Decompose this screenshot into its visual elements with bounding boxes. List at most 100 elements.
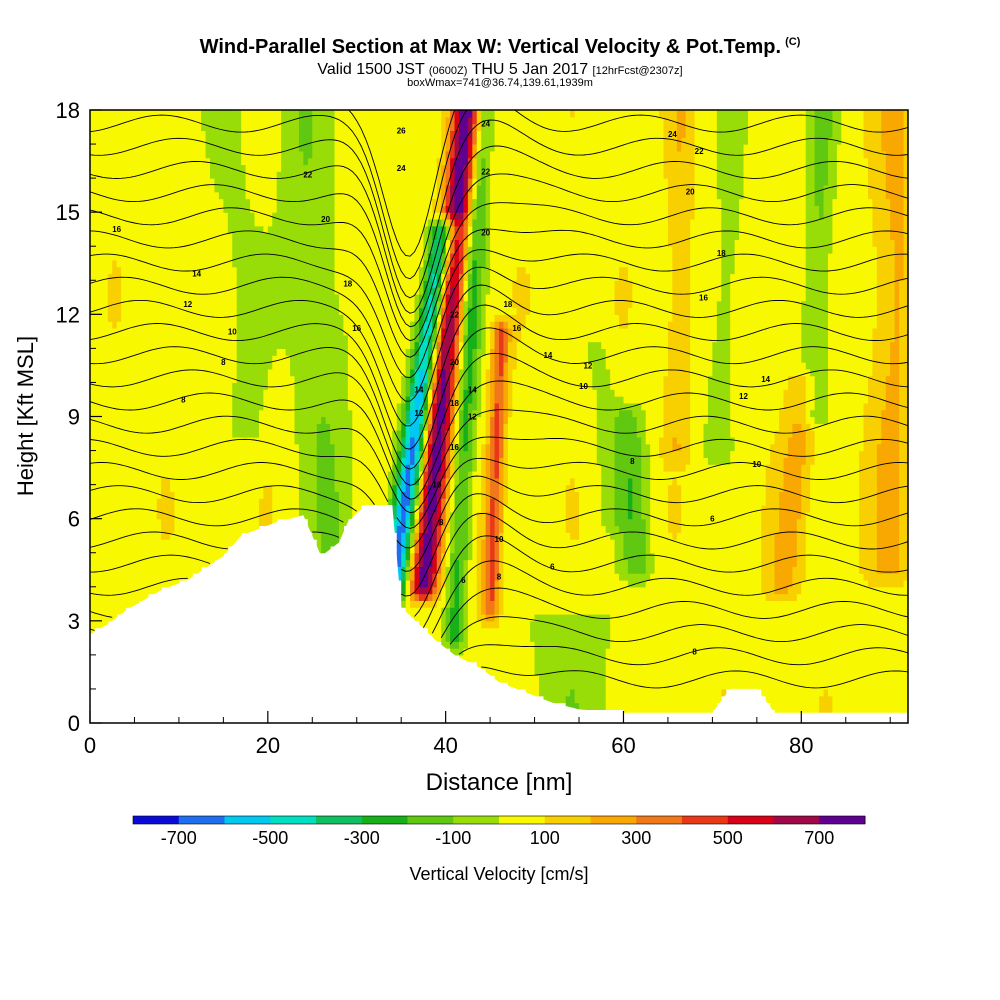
field-cell: [263, 409, 269, 418]
field-cell: [183, 191, 189, 200]
field-cell: [338, 423, 345, 431]
field-cell: [356, 307, 362, 315]
field-cell: [285, 491, 291, 499]
field-cell: [334, 355, 340, 363]
field-cell: [383, 232, 389, 241]
field-cell: [232, 116, 238, 125]
field-cell: [165, 178, 171, 186]
field-cell: [196, 287, 202, 295]
field-cell: [272, 198, 278, 206]
field-cell: [201, 300, 207, 309]
field-cell: [294, 511, 300, 520]
field-cell: [334, 321, 340, 329]
field-cell: [370, 321, 376, 329]
field-cell: [165, 362, 171, 370]
field-cell: [125, 518, 131, 527]
field-cell: [263, 498, 269, 506]
field-cell: [121, 116, 127, 125]
field-cell: [232, 198, 238, 206]
field-cell: [210, 505, 216, 513]
field-cell: [290, 355, 296, 363]
field-cell: [312, 470, 318, 479]
field-cell: [392, 362, 398, 370]
field-cell: [103, 559, 109, 567]
field-cell: [267, 423, 273, 431]
field-cell: [321, 389, 327, 397]
field-cell: [165, 184, 171, 193]
field-cell: [103, 218, 109, 227]
field-cell: [201, 362, 207, 370]
field-cell: [410, 607, 416, 615]
field-cell: [227, 314, 233, 322]
field-cell: [201, 477, 207, 486]
field-cell: [178, 287, 184, 295]
field-cell: [241, 362, 247, 370]
field-cell: [236, 321, 242, 329]
field-cell: [174, 362, 180, 370]
field-cell: [321, 430, 327, 438]
field-cell: [196, 443, 202, 452]
field-cell: [98, 620, 104, 629]
field-cell: [170, 314, 176, 322]
field-cell: [210, 212, 216, 220]
field-cell: [232, 511, 238, 520]
field-cell: [174, 409, 180, 418]
field-cell: [361, 491, 367, 499]
field-cell: [307, 511, 313, 520]
field-cell: [272, 505, 278, 513]
field-cell: [370, 232, 376, 241]
field-cell: [272, 491, 278, 499]
field-cell: [218, 157, 224, 166]
field-cell: [392, 116, 398, 125]
field-cell: [170, 198, 176, 206]
field-cell: [183, 246, 189, 254]
field-cell: [285, 443, 291, 452]
field-cell: [178, 402, 184, 411]
field-cell: [130, 259, 136, 268]
field-cell: [378, 389, 385, 397]
field-cell: [303, 327, 309, 336]
field-cell: [201, 225, 207, 234]
field-cell: [236, 450, 242, 458]
field-cell: [365, 327, 371, 336]
field-cell: [227, 137, 233, 145]
field-cell: [330, 259, 336, 268]
field-cell: [245, 341, 251, 349]
field-cell: [258, 450, 264, 458]
field-cell: [254, 477, 260, 486]
field-cell: [210, 280, 216, 288]
field-cell: [418, 559, 425, 567]
field-cell: [343, 334, 349, 343]
field-cell: [147, 511, 153, 520]
field-cell: [298, 246, 304, 254]
field-cell: [170, 498, 176, 506]
field-cell: [396, 477, 402, 486]
field-cell: [383, 416, 389, 424]
field-cell: [170, 375, 176, 384]
field-cell: [250, 498, 256, 506]
field-cell: [276, 150, 282, 159]
field-cell: [365, 232, 371, 241]
field-cell: [116, 457, 122, 465]
field-cell: [321, 525, 327, 533]
field-cell: [285, 225, 291, 234]
field-cell: [218, 280, 224, 288]
field-cell: [174, 157, 180, 166]
field-cell: [165, 545, 171, 554]
field-cell: [321, 375, 327, 384]
field-cell: [387, 457, 393, 465]
field-cell: [94, 539, 100, 547]
field-cell: [192, 321, 198, 329]
field-cell: [152, 382, 158, 390]
field-cell: [187, 559, 193, 567]
field-cell: [130, 246, 136, 254]
field-cell: [321, 184, 327, 193]
field-cell: [285, 334, 291, 343]
field-cell: [347, 334, 353, 343]
field-cell: [250, 144, 256, 152]
field-cell: [245, 396, 251, 404]
field-cell: [414, 314, 420, 322]
field-cell: [223, 184, 229, 193]
field-cell: [152, 443, 158, 452]
field-cell: [170, 341, 176, 349]
